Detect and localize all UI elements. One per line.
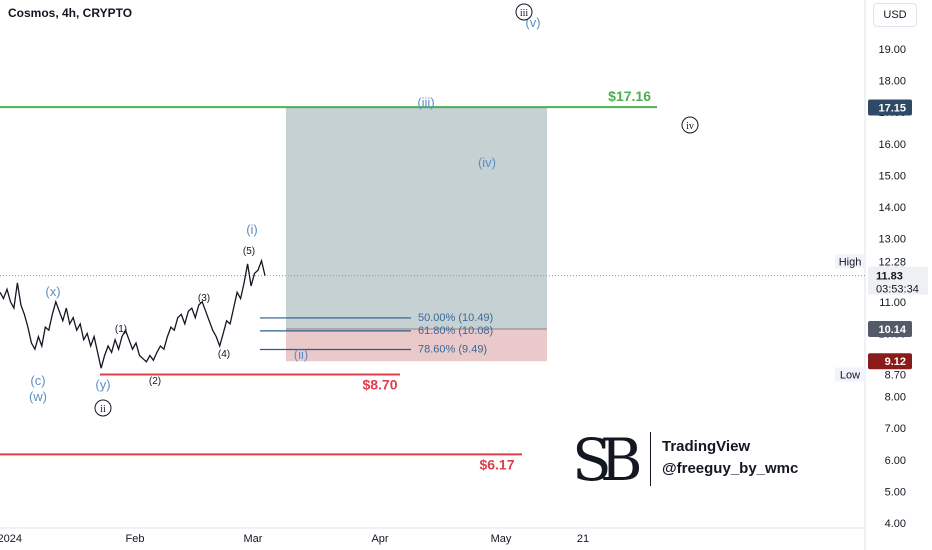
wave-label: (1) <box>115 324 127 335</box>
last-price-tag-bg <box>868 266 928 295</box>
x-tick-label: Feb <box>126 533 145 545</box>
wave-label: iii <box>520 8 529 19</box>
y-tick-label: 14.00 <box>878 202 906 214</box>
wave-label: iv <box>686 121 694 132</box>
price-tag-value: 17.15 <box>878 102 906 114</box>
wave-label: (w) <box>29 389 47 404</box>
wave-label: (5) <box>243 246 255 257</box>
logo-divider <box>650 432 651 486</box>
wave-label: (ii) <box>294 347 308 362</box>
y-tick-label: 8.00 <box>885 392 906 404</box>
wave-label: ii <box>100 404 106 415</box>
wave-label: (3) <box>198 293 210 304</box>
wave-label: (iii) <box>417 95 434 110</box>
y-tick-label: 13.00 <box>878 234 906 246</box>
chart-title: Cosmos, 4h, CRYPTO <box>8 6 133 20</box>
x-tick-label: May <box>491 533 512 545</box>
watermark-logo: S B TradingView @freeguy_by_wmc <box>570 424 840 494</box>
y-tick-label: 6.00 <box>885 455 906 467</box>
level-label: $6.17 <box>479 456 514 472</box>
wave-label: (v) <box>525 15 540 30</box>
price-tag-value: 9.12 <box>885 356 906 368</box>
high-tag-label: High <box>839 256 862 268</box>
y-tick-label: 18.00 <box>878 76 906 88</box>
brand-line-1: TradingView <box>662 438 751 455</box>
price-tag-value: 10.14 <box>878 324 906 336</box>
svg-text:B: B <box>600 426 643 492</box>
countdown-value: 03:53:34 <box>876 284 919 296</box>
last-price-value: 11.83 <box>876 271 903 283</box>
fib-label: 78.60% (9.49) <box>418 344 487 356</box>
x-tick-label: Mar <box>244 533 263 545</box>
x-tick-label: Apr <box>371 533 388 545</box>
y-tick-label: 11.00 <box>879 297 906 309</box>
price-tag-bg <box>868 353 912 370</box>
wave-circle <box>94 399 112 417</box>
y-tick-label: 5.00 <box>885 486 906 498</box>
level-label: $8.70 <box>362 376 397 392</box>
x-tick-label: 21 <box>577 533 589 545</box>
price-series-line <box>0 258 266 369</box>
wave-label: (iv) <box>478 155 496 170</box>
low-tag-label: Low <box>840 369 860 381</box>
wave-label: (y) <box>95 377 110 392</box>
sb-monogram-logo: S B <box>572 426 643 494</box>
wave-label: (i) <box>246 222 258 237</box>
fib-label: 50.00% (10.49) <box>418 312 493 324</box>
wave-label: (4) <box>218 349 230 360</box>
fib-label: 61.80% (10.08) <box>418 325 493 337</box>
high-tag-bg <box>835 254 865 269</box>
stop-zone <box>286 328 547 362</box>
low-tag-bg <box>835 367 865 382</box>
y-tick-label: 15.00 <box>878 170 906 182</box>
wave-label: (x) <box>45 284 60 299</box>
brand-line-2: @freeguy_by_wmc <box>662 460 799 477</box>
wave-circle <box>681 116 699 134</box>
level-label: $17.16 <box>608 88 651 104</box>
price-tag-bg <box>868 99 912 116</box>
y-tick-label: 19.00 <box>878 44 906 56</box>
wave-label: (2) <box>149 376 161 387</box>
currency-button[interactable]: USD <box>873 3 917 27</box>
profit-zone <box>286 107 547 329</box>
wave-label: (c) <box>30 373 45 388</box>
x-tick-label: 2024 <box>0 533 22 545</box>
wave-circle <box>515 3 533 21</box>
y-tick-label: 4.00 <box>885 518 906 530</box>
price-tag-bg <box>868 320 912 337</box>
svg-text:S: S <box>572 426 612 492</box>
low-value: 8.70 <box>885 369 906 381</box>
high-value: 12.28 <box>878 256 906 268</box>
y-tick-label: 7.00 <box>885 423 906 435</box>
y-tick-label: 16.00 <box>878 139 906 151</box>
